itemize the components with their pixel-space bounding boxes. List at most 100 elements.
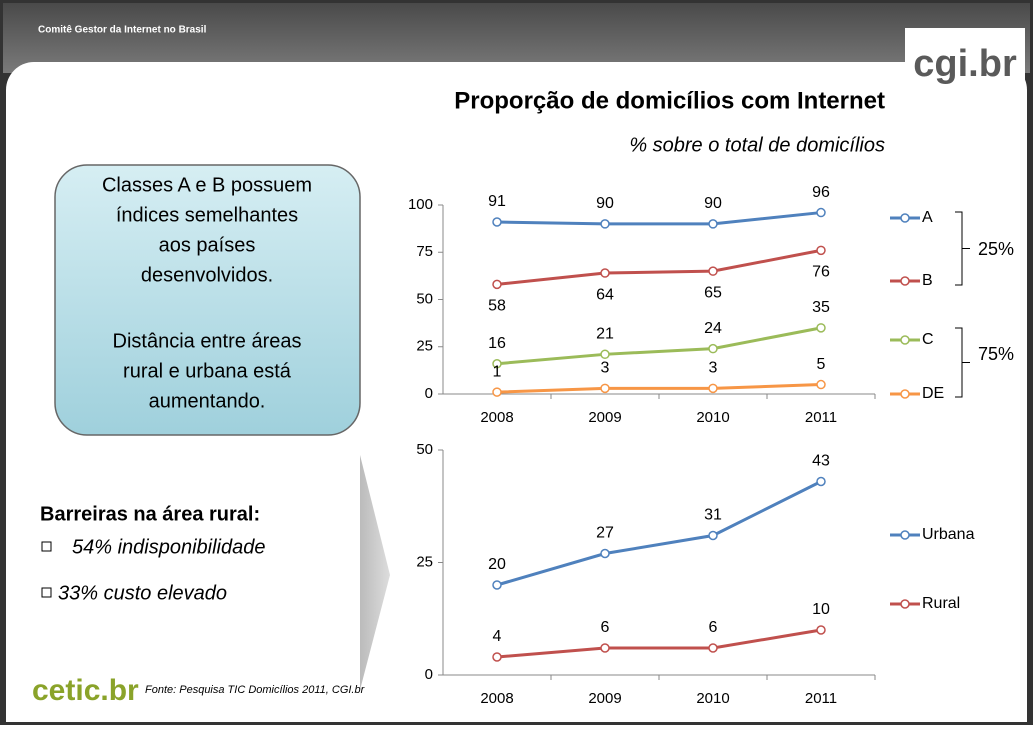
barrier-item: 54% indisponibilidade — [72, 536, 265, 558]
legend-marker — [900, 389, 910, 399]
legend-label: DE — [922, 385, 944, 402]
callout-line: aos países — [159, 234, 256, 256]
point — [600, 219, 610, 229]
data-label: 10 — [812, 601, 830, 618]
callout-line: aumentando. — [149, 390, 266, 412]
data-label: 91 — [488, 193, 506, 210]
data-label: 76 — [812, 264, 830, 281]
data-label: 58 — [488, 298, 506, 315]
x-tick-label: 2008 — [480, 690, 513, 707]
line — [496, 211, 822, 226]
data-label: 27 — [596, 525, 614, 542]
data-label: 90 — [596, 195, 614, 212]
point — [600, 349, 610, 360]
point — [492, 387, 502, 397]
legend-label: B — [922, 272, 933, 289]
data-label: 35 — [812, 299, 830, 316]
point — [600, 643, 610, 653]
point — [600, 383, 610, 394]
point — [708, 643, 718, 653]
point — [816, 625, 826, 635]
callout-box — [54, 164, 361, 436]
point — [816, 323, 826, 333]
y-tick-label: 100 — [408, 196, 433, 213]
data-label: 20 — [488, 556, 506, 573]
title: Proporção de domicílios com Internet — [454, 87, 885, 114]
point — [600, 268, 610, 278]
point — [492, 359, 502, 369]
data-label: 6 — [709, 619, 718, 636]
y-tick-label: 25 — [416, 553, 433, 570]
legend-label: Urbana — [922, 526, 975, 543]
data-label: 5 — [817, 356, 826, 373]
data-label: 43 — [812, 453, 830, 470]
legend-marker — [900, 599, 910, 609]
legend-label: A — [922, 209, 933, 226]
point — [816, 245, 826, 256]
legend-marker — [900, 276, 910, 286]
legend-marker — [900, 335, 910, 345]
x-tick-label: 2011 — [805, 690, 837, 707]
point — [816, 207, 826, 218]
line — [496, 383, 822, 394]
line — [496, 326, 822, 366]
point — [492, 652, 502, 662]
x-tick-label: 2010 — [696, 409, 729, 426]
x-tick-label: 2008 — [480, 409, 513, 426]
y-tick-label: 0 — [425, 666, 433, 683]
point — [492, 217, 502, 227]
bullet — [41, 541, 52, 552]
barrier-item: 33% custo elevado — [58, 582, 227, 604]
data-label: 90 — [704, 195, 722, 212]
point — [492, 279, 502, 290]
annotation: 75% — [978, 344, 1014, 364]
data-label: 3 — [601, 360, 610, 377]
data-label: 64 — [596, 286, 614, 303]
data-label: 96 — [812, 184, 830, 201]
header-band — [3, 3, 1030, 73]
x-tick-label: 2011 — [805, 409, 837, 426]
annotation: 25% — [978, 239, 1014, 259]
legend-marker — [900, 213, 910, 223]
cgi-logo: cgi.br — [913, 43, 1017, 85]
bracket — [955, 327, 970, 398]
y-tick-label: 0 — [425, 385, 433, 402]
callout-line: Classes A e B possuem — [102, 174, 312, 196]
callout-line: Distância entre áreas — [113, 330, 302, 352]
point — [816, 476, 826, 487]
point — [816, 379, 826, 390]
legend-label: C — [922, 331, 934, 348]
data-label: 16 — [488, 335, 506, 352]
data-label: 31 — [704, 507, 722, 524]
point — [708, 343, 718, 354]
data-label: 4 — [493, 628, 502, 645]
point — [600, 548, 610, 559]
arrow-shape — [360, 455, 390, 690]
x-tick-label: 2009 — [588, 409, 621, 426]
line — [496, 480, 822, 587]
data-label: 1 — [493, 363, 502, 380]
point — [708, 219, 718, 229]
x-tick-label: 2009 — [588, 690, 621, 707]
line — [496, 248, 822, 286]
data-label: 6 — [601, 619, 610, 636]
legend-marker — [900, 530, 910, 540]
data-label: 21 — [596, 326, 614, 343]
cetic-logo: cetic.br — [32, 674, 139, 707]
source: Fonte: Pesquisa TIC Domicílios 2011, CGI… — [145, 684, 366, 696]
callout-line: rural e urbana está — [123, 360, 292, 382]
point — [708, 530, 718, 541]
y-tick-label: 25 — [416, 338, 433, 355]
line — [496, 628, 822, 659]
callout-line: desenvolvidos. — [141, 264, 273, 286]
y-tick-label: 50 — [416, 441, 433, 458]
y-tick-label: 50 — [416, 290, 433, 307]
org-name: Comitê Gestor da Internet no Brasil — [38, 25, 207, 36]
bracket — [955, 211, 970, 286]
subtitle: % sobre o total de domicílios — [629, 134, 885, 156]
logo-box — [905, 28, 1025, 100]
x-tick-label: 2010 — [696, 690, 729, 707]
y-tick-label: 75 — [416, 243, 433, 260]
point — [708, 383, 718, 394]
